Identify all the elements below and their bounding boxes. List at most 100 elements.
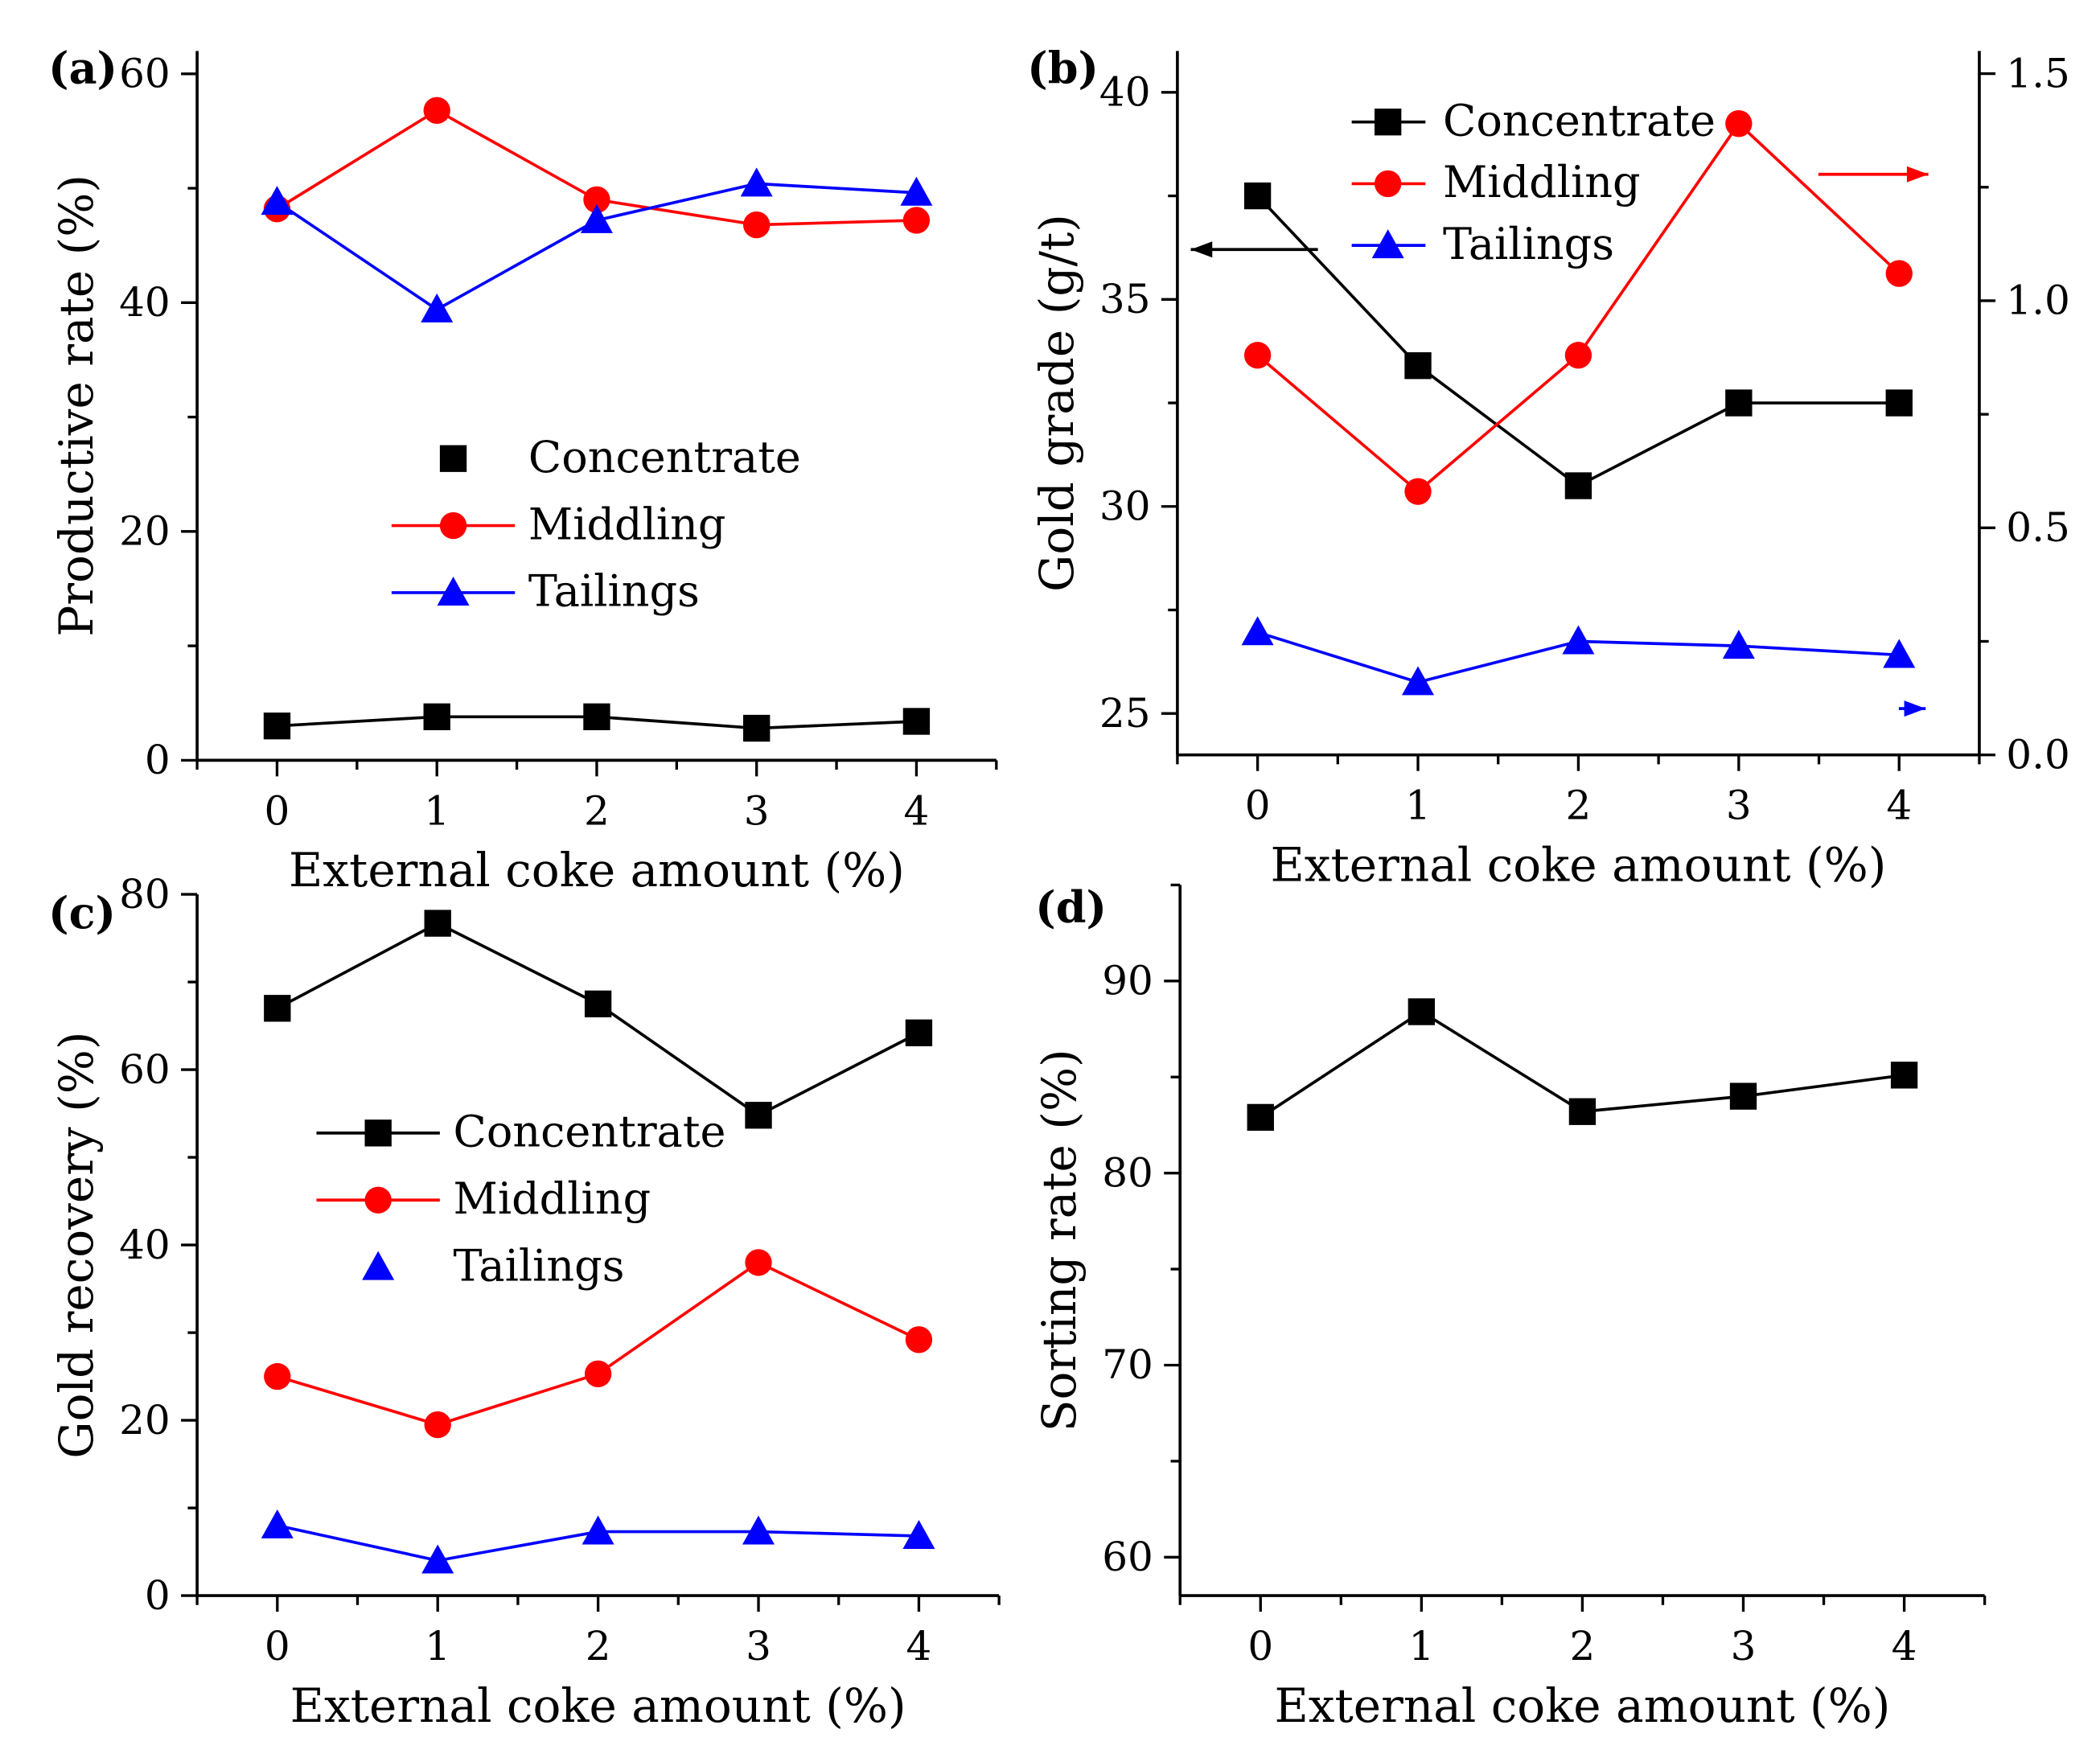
x-tick-label: 0 xyxy=(265,787,290,834)
y-tick-label: 40 xyxy=(119,279,171,326)
x-tick-label: 0 xyxy=(1247,1623,1273,1670)
legend-label: Concentrate xyxy=(454,1107,726,1157)
data-point xyxy=(902,207,931,234)
data-point xyxy=(421,1544,454,1574)
data-point xyxy=(424,910,451,937)
data-point xyxy=(263,713,291,740)
data-point xyxy=(423,97,450,125)
legend-label: Middling xyxy=(454,1173,651,1224)
legend-label: Tailings xyxy=(1443,219,1614,269)
legend-marker xyxy=(439,445,467,472)
data-point xyxy=(423,703,450,730)
y2-tick-label: 0.0 xyxy=(2006,731,2070,778)
data-point xyxy=(1247,1103,1274,1132)
data-point xyxy=(1725,110,1753,138)
data-point xyxy=(1243,342,1272,369)
x-tick-label: 3 xyxy=(1726,782,1752,829)
panel-tag: (b) xyxy=(1027,42,1099,93)
y2-tick-label: 1.0 xyxy=(2006,277,2070,324)
y-axis-label: Productive rate (%) xyxy=(49,175,104,637)
legend: Concentrate Middling Tailings xyxy=(316,1107,726,1291)
series-tailings xyxy=(261,1509,935,1574)
legend-marker xyxy=(364,1186,392,1214)
x-tick-label: 1 xyxy=(1408,1623,1434,1670)
data-point xyxy=(905,1019,933,1046)
y-tick-label: 80 xyxy=(1102,1149,1153,1196)
data-point xyxy=(1243,182,1272,210)
data-point xyxy=(1241,616,1274,646)
series-sorting-rate xyxy=(1247,998,1918,1132)
x-tick-label: 0 xyxy=(1245,782,1271,829)
series-middling xyxy=(1243,110,1913,505)
data-point xyxy=(261,186,294,216)
data-point xyxy=(1722,630,1755,659)
y-tick-label: 90 xyxy=(1102,958,1153,1004)
legend-label: Concentrate xyxy=(1443,95,1716,146)
x-tick-label: 4 xyxy=(906,1623,932,1670)
legend: Concentrate Middling Tailings xyxy=(391,432,801,617)
x-tick-label: 2 xyxy=(1570,1623,1596,1670)
y-tick-label: 30 xyxy=(1099,483,1151,529)
data-point xyxy=(905,1326,933,1353)
series-concentrate xyxy=(264,910,933,1129)
x-tick-label: 2 xyxy=(584,787,610,834)
data-point xyxy=(1404,352,1432,380)
legend-marker xyxy=(1374,109,1402,136)
data-point xyxy=(902,708,931,735)
axis-arrows xyxy=(1190,166,1929,717)
y-tick-label: 70 xyxy=(1102,1341,1153,1388)
data-point xyxy=(584,990,612,1018)
data-point xyxy=(583,703,610,730)
data-point xyxy=(745,1249,772,1276)
y-tick-label: 20 xyxy=(119,508,171,555)
x-tick-label: 1 xyxy=(424,787,450,834)
data-point xyxy=(902,1519,935,1549)
y-tick-label: 40 xyxy=(1099,69,1151,116)
x-axis-label: External coke amount (%) xyxy=(290,1678,906,1733)
x-axis-label: External coke amount (%) xyxy=(289,843,905,897)
chart-panel-b: (b) 0 1 2 3 4 25 30 35 40 0.0 0.5 1.0 1.5 External cok… xyxy=(1027,42,2070,892)
data-point xyxy=(424,1411,451,1439)
series-concentrate xyxy=(1243,182,1913,499)
y-axis-label: Gold recovery (%) xyxy=(49,1031,104,1458)
data-point xyxy=(1408,998,1436,1025)
data-point xyxy=(264,995,291,1022)
x-tick-label: 3 xyxy=(746,1623,771,1670)
data-point xyxy=(1883,639,1916,668)
x-tick-label: 3 xyxy=(1731,1623,1757,1670)
x-tick-label: 2 xyxy=(586,1623,611,1670)
x-tick-label: 2 xyxy=(1566,782,1592,829)
data-point xyxy=(580,203,613,233)
y-tick-label: 0 xyxy=(145,737,171,783)
y-tick-label: 40 xyxy=(119,1222,171,1268)
x-tick-label: 3 xyxy=(744,787,770,834)
panel-tag: (d) xyxy=(1035,881,1107,933)
series-middling xyxy=(264,1249,933,1439)
legend-marker xyxy=(439,511,467,540)
y2-tick-label: 1.5 xyxy=(2006,50,2070,97)
data-point xyxy=(900,176,933,206)
x-axis-label: External coke amount (%) xyxy=(1270,837,1886,892)
left-axis-arrow-head xyxy=(1190,241,1213,258)
data-point xyxy=(584,1360,612,1387)
x-tick-label: 1 xyxy=(425,1623,450,1670)
x-tick-label: 4 xyxy=(904,787,930,834)
legend-label: Middling xyxy=(528,499,726,549)
legend-marker xyxy=(1374,170,1402,198)
y-tick-label: 0 xyxy=(145,1572,171,1619)
panel-tag: (a) xyxy=(48,42,117,93)
panel-tag: (c) xyxy=(48,887,116,939)
data-point xyxy=(743,211,771,239)
x-tick-label: 0 xyxy=(265,1623,290,1670)
y-tick-label: 25 xyxy=(1099,690,1151,737)
legend-label: Concentrate xyxy=(528,432,801,483)
data-point xyxy=(1885,389,1913,417)
data-point xyxy=(1404,478,1432,505)
y-tick-label: 35 xyxy=(1099,276,1151,322)
series-tailings xyxy=(1241,616,1916,696)
data-point xyxy=(1568,1098,1597,1125)
y2-tick-label: 0.5 xyxy=(2006,504,2070,551)
data-point xyxy=(1564,472,1592,499)
